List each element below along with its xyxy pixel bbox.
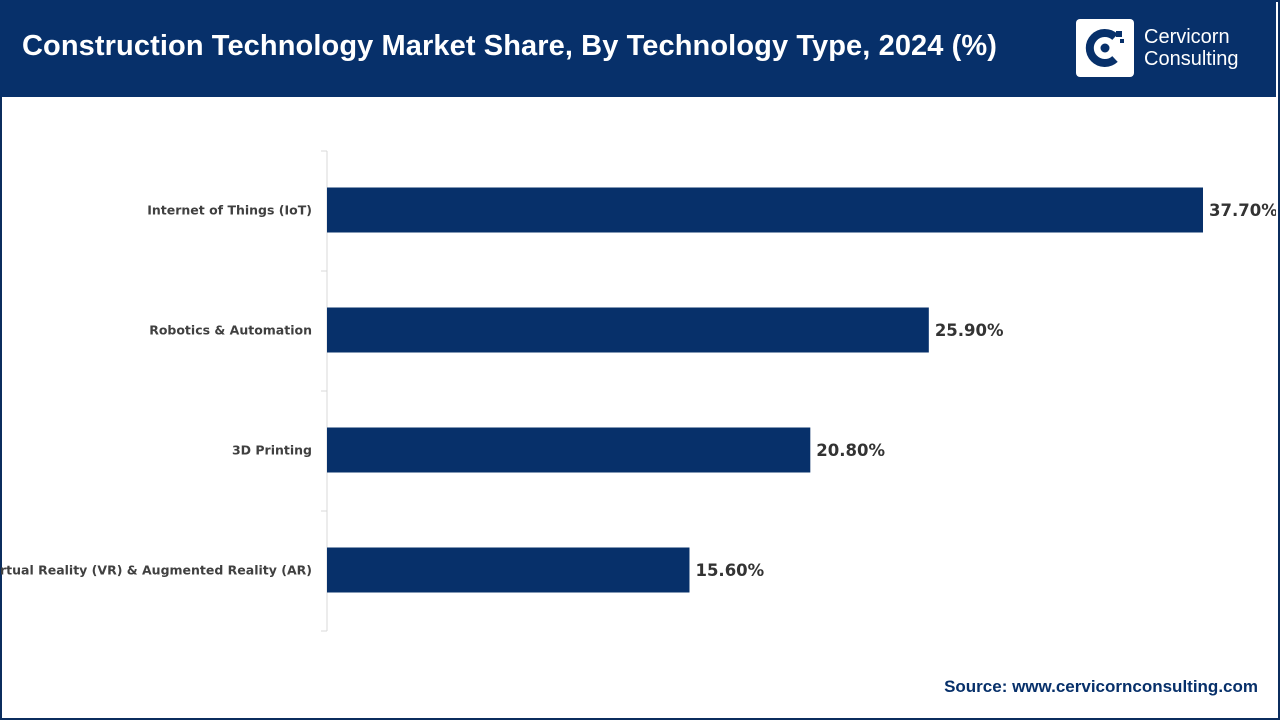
bar bbox=[327, 187, 1203, 233]
data-label: 25.90% bbox=[935, 321, 1004, 340]
data-label: 37.70% bbox=[1209, 201, 1276, 220]
data-label: 20.80% bbox=[816, 441, 885, 460]
brand-logo: Cervicorn Consulting bbox=[1076, 19, 1239, 77]
header-banner: Construction Technology Market Share, By… bbox=[0, 0, 1276, 97]
category-label: Robotics & Automation bbox=[149, 323, 312, 338]
logo-text-line1: Cervicorn bbox=[1144, 26, 1230, 48]
source-note: Source: www.cervicornconsulting.com bbox=[944, 677, 1258, 696]
bar bbox=[327, 307, 929, 353]
bar bbox=[327, 547, 690, 593]
bar bbox=[327, 427, 811, 473]
page-title: Construction Technology Market Share, By… bbox=[22, 30, 998, 62]
category-label: Virtual Reality (VR) & Augmented Reality… bbox=[0, 563, 312, 578]
logo-mark-icon bbox=[1076, 19, 1134, 77]
bar-chart: Internet of Things (IoT) 37.70% Robotics &… bbox=[0, 150, 1276, 632]
category-label: Internet of Things (IoT) bbox=[147, 203, 312, 218]
data-label: 15.60% bbox=[695, 561, 764, 580]
category-label: 3D Printing bbox=[232, 443, 312, 458]
logo-text: Cervicorn Consulting bbox=[1144, 26, 1239, 70]
logo-text-line2: Consulting bbox=[1144, 48, 1239, 70]
